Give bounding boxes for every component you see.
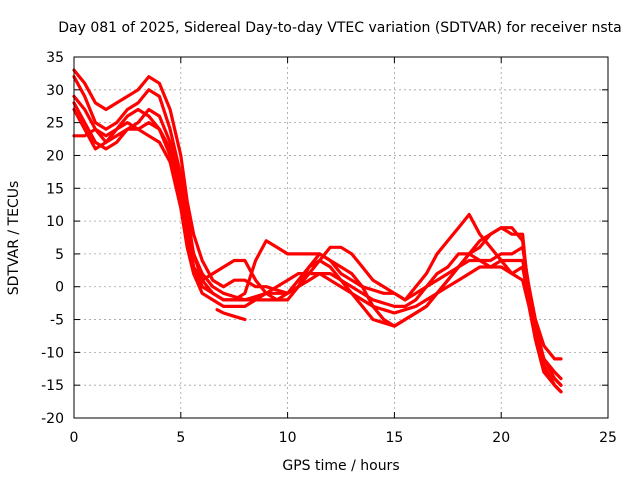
chart-title: Day 081 of 2025, Sidereal Day-to-day VTE… [58, 20, 621, 36]
y-axis-ticks: -20 -15 -10 -5 0 5 10 15 20 25 30 35 [41, 50, 608, 427]
series-line-trace-4 [72, 120, 563, 394]
x-tick-label: 25 [599, 430, 617, 446]
y-tick-label: 30 [46, 83, 64, 99]
x-axis-ticks: 0 5 10 15 20 25 [70, 57, 617, 446]
y-tick-label: -10 [41, 345, 64, 361]
x-tick-label: 10 [279, 430, 297, 446]
y-tick-label: 35 [46, 50, 64, 66]
x-tick-label: 15 [385, 430, 403, 446]
y-axis-label: SDTVAR / TECUs [6, 181, 22, 296]
y-tick-label: 5 [55, 247, 64, 263]
plot-frame [73, 56, 609, 419]
y-tick-label: 25 [46, 116, 64, 132]
y-tick-label: 15 [46, 181, 64, 197]
series-line-trace-6 [72, 107, 563, 381]
y-tick-label: 20 [46, 148, 64, 164]
x-tick-label: 0 [70, 430, 79, 446]
y-tick-label: 10 [46, 214, 64, 230]
y-tick-label: -20 [41, 411, 64, 427]
x-axis-label: GPS time / hours [282, 458, 399, 474]
y-tick-label: -15 [41, 378, 64, 394]
x-tick-label: 5 [176, 430, 185, 446]
y-tick-label: -5 [50, 313, 64, 329]
series-line-trace-7 [215, 308, 247, 322]
data-series [72, 68, 563, 394]
x-tick-label: 20 [492, 430, 510, 446]
y-tick-label: 0 [55, 280, 64, 296]
